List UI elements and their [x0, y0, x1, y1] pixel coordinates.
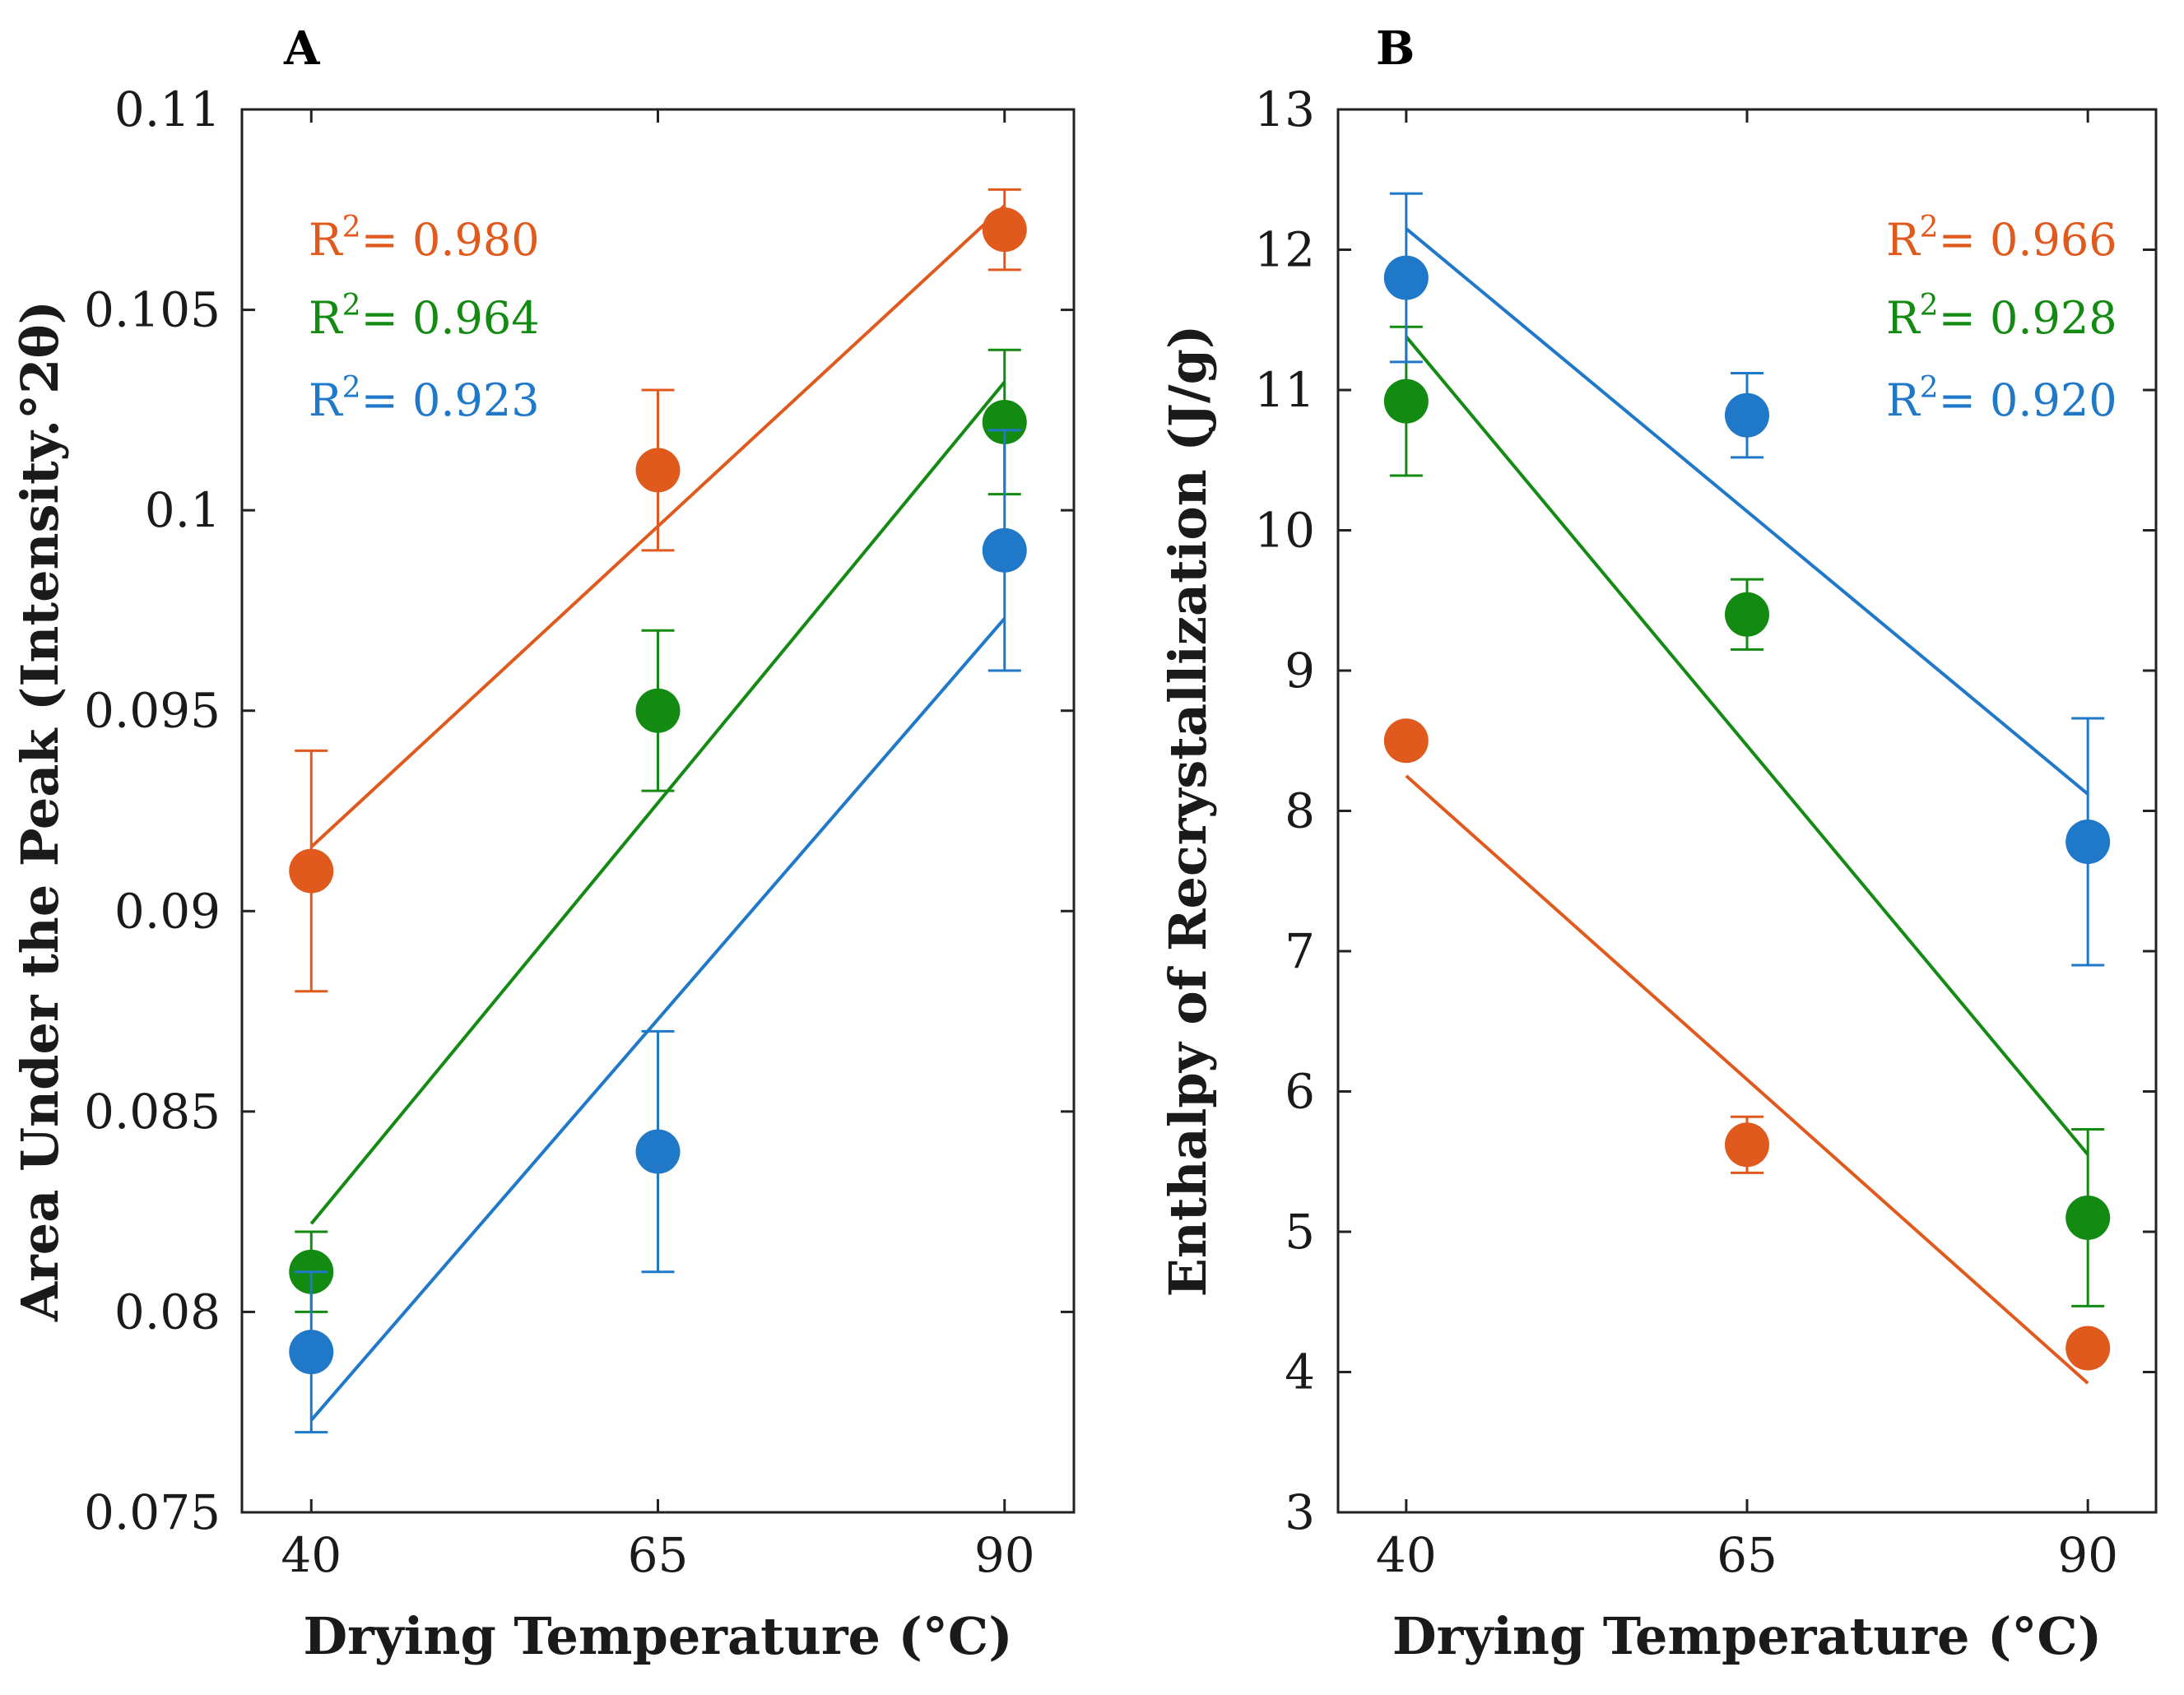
- panel-a-r2-orange: R2= 0.980: [309, 211, 540, 266]
- panel-a-series-orange: [289, 188, 1027, 993]
- panel-b-ytick-label: 8: [1285, 783, 1315, 839]
- panel-a-point-orange: [982, 207, 1027, 253]
- panel-b-point-orange: [1725, 1122, 1769, 1168]
- panel-b-ytick-label: 5: [1285, 1204, 1315, 1260]
- panel-a-point-orange: [289, 848, 334, 894]
- panel-a-ylabel: Area Under the Peak (Intensity.°2θ): [10, 300, 70, 1322]
- panel-a-xlabel: Drying Temperature (°C): [303, 1606, 1012, 1666]
- panel-a-ytick-label: 0.075: [84, 1484, 221, 1540]
- panel-a-xtick-label: 40: [281, 1527, 342, 1583]
- panel-a-xtick-label: 65: [628, 1527, 689, 1583]
- panel-a-point-blue: [289, 1330, 334, 1375]
- panel-b-r2-blue: R2= 0.920: [1886, 371, 2117, 426]
- panel-a-point-blue: [635, 1129, 681, 1174]
- panel-a-point-orange: [635, 448, 681, 493]
- panel-b-ytick-label: 6: [1285, 1064, 1315, 1120]
- panel-a-point-green: [635, 688, 681, 733]
- panel-a-ytick-label: 0.1: [145, 482, 221, 538]
- panel-a-ytick-label: 0.09: [114, 883, 221, 939]
- panel-a-ytick-label: 0.095: [84, 683, 221, 739]
- panel-b-xtick-label: 90: [2057, 1527, 2118, 1583]
- panel-b-r2-orange: R2= 0.966: [1886, 211, 2117, 266]
- panel-b-point-orange: [1383, 718, 1429, 764]
- panel-a-ytick-label: 0.105: [84, 282, 221, 338]
- panel-b-ytick-label: 9: [1285, 643, 1315, 699]
- panel-a-xtick-label: 90: [974, 1527, 1035, 1583]
- panel-b-point-green: [2066, 1195, 2111, 1240]
- panel-b-series-orange: [1383, 718, 2111, 1385]
- panel-b-xtick-label: 40: [1376, 1527, 1437, 1583]
- panel-b-xlabel: Drying Temperature (°C): [1392, 1606, 2102, 1666]
- panel-a-ytick-label: 0.085: [84, 1084, 221, 1140]
- panel-b-point-blue: [2066, 820, 2111, 865]
- panel-b-point-blue: [1383, 255, 1429, 300]
- panel-a: 0.075 0.08 0.085 0.09 0.095 0.1 0.105 0.11 40 65 9…: [10, 21, 1076, 1666]
- panel-b-ytick-label: 11: [1254, 362, 1315, 418]
- panel-b-fit-line-blue: [1405, 227, 2089, 796]
- panel-b-ylabel: Enthalpy of Recrystallization (J/g): [1158, 325, 1218, 1298]
- panel-b-ytick-label: 7: [1285, 923, 1315, 979]
- panel-b-point-green: [1383, 378, 1429, 424]
- panel-b-label: B: [1376, 21, 1415, 76]
- panel-a-point-blue: [982, 527, 1027, 573]
- panel-b-ytick-label: 13: [1254, 81, 1315, 137]
- panel-b-point-orange: [2066, 1326, 2111, 1371]
- panel-a-ytick-label: 0.11: [114, 81, 221, 137]
- panel-b-xtick-label: 65: [1717, 1527, 1777, 1583]
- panel-b-ytick-label: 12: [1254, 222, 1315, 278]
- panel-b-series-green: [1383, 325, 2111, 1307]
- panel-a-series-blue: [289, 429, 1027, 1434]
- panel-b-fit-line-orange: [1405, 774, 2089, 1385]
- panel-a-fit-line-green: [309, 380, 1006, 1225]
- panel-a-label: A: [283, 21, 321, 76]
- panel-a-series-green: [289, 348, 1027, 1313]
- panel-b-fit-line-green: [1405, 335, 2089, 1156]
- panel-a-r2-blue: R2= 0.923: [309, 371, 540, 426]
- panel-a-fit-line-blue: [309, 617, 1006, 1422]
- panel-b: 3 4 5 6 7 8 9 10 11 12 13 40 65 90 Drying Temperature …: [1158, 21, 2158, 1666]
- panel-a-r2-green: R2= 0.964: [309, 289, 540, 344]
- panel-a-ytick-label: 0.08: [114, 1284, 221, 1340]
- panel-b-series-blue: [1383, 192, 2111, 967]
- panel-b-point-blue: [1725, 392, 1769, 438]
- panel-b-r2-green: R2= 0.928: [1886, 289, 2117, 344]
- panel-b-ytick-label: 10: [1254, 503, 1315, 559]
- panel-b-point-green: [1725, 592, 1769, 637]
- panel-a-point-green: [982, 399, 1027, 444]
- panel-b-ytick-label: 4: [1285, 1344, 1315, 1400]
- panel-b-ytick-label: 3: [1285, 1484, 1315, 1540]
